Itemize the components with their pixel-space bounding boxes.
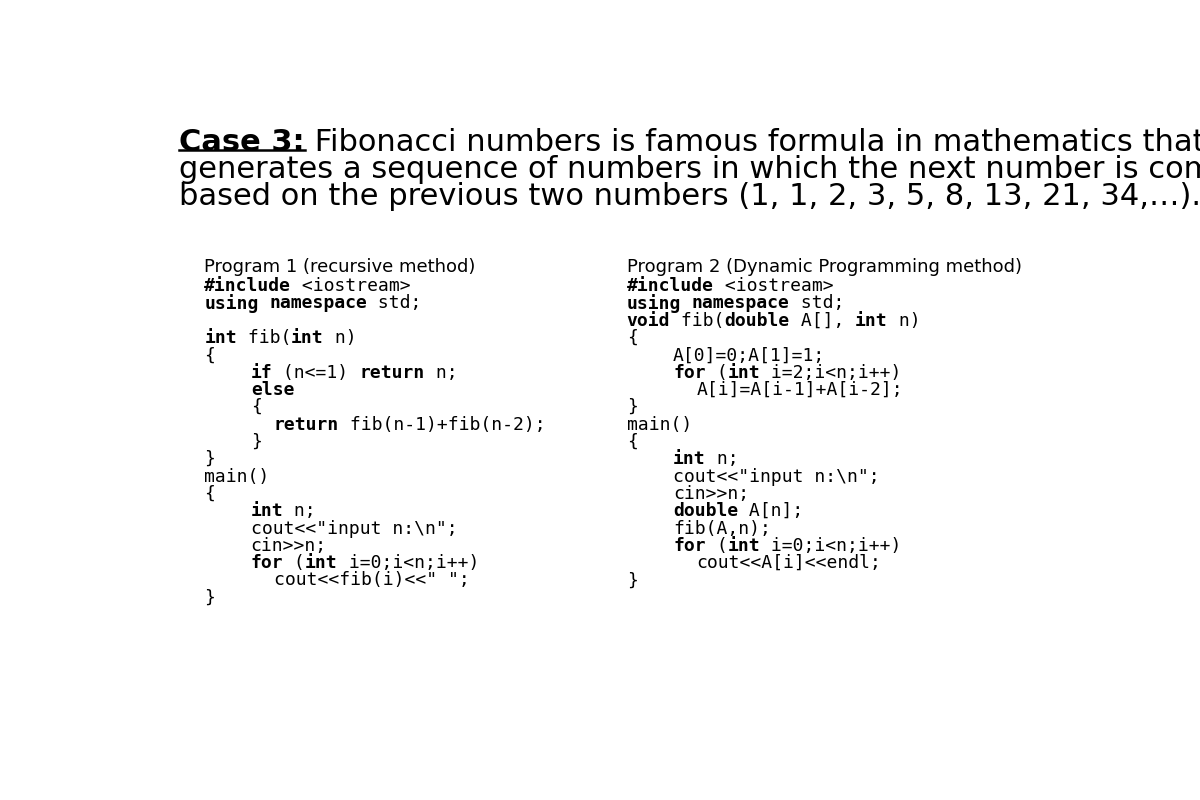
Text: for: for xyxy=(251,554,283,572)
Text: std;: std; xyxy=(790,294,844,312)
Text: int: int xyxy=(292,329,324,347)
Text: Program 1 (recursive method): Program 1 (recursive method) xyxy=(204,258,475,276)
Text: int: int xyxy=(856,312,888,330)
Text: {: { xyxy=(204,485,215,503)
Text: double: double xyxy=(673,502,738,520)
Text: cout<<"input n:\n";: cout<<"input n:\n"; xyxy=(251,519,457,538)
Text: (: ( xyxy=(283,554,305,572)
Text: (: ( xyxy=(706,363,727,382)
Text: A[],: A[], xyxy=(790,312,854,330)
Text: else: else xyxy=(251,381,294,399)
Text: based on the previous two numbers (1, 1, 2, 3, 5, 8, 13, 21, 34,…).: based on the previous two numbers (1, 1,… xyxy=(180,182,1200,211)
Text: {: { xyxy=(204,346,215,364)
Text: for: for xyxy=(673,537,706,555)
Text: namespace: namespace xyxy=(692,294,790,312)
Text: double: double xyxy=(725,312,790,330)
Text: return: return xyxy=(274,415,340,434)
Text: int: int xyxy=(673,450,706,468)
Text: using: using xyxy=(204,294,259,314)
Text: using: using xyxy=(626,294,682,314)
Text: void: void xyxy=(626,312,670,330)
Text: cin>>n;: cin>>n; xyxy=(251,537,326,555)
Text: <iostream>: <iostream> xyxy=(292,277,410,295)
Text: {: { xyxy=(626,329,637,347)
Text: Program 2 (Dynamic Programming method): Program 2 (Dynamic Programming method) xyxy=(626,258,1021,276)
Text: fib(n-1)+fib(n-2);: fib(n-1)+fib(n-2); xyxy=(340,415,546,434)
Text: int: int xyxy=(727,537,760,555)
Text: int: int xyxy=(251,502,283,520)
Text: }: } xyxy=(626,571,637,590)
Text: int: int xyxy=(305,554,337,572)
Text: }: } xyxy=(626,398,637,416)
Text: n;: n; xyxy=(425,363,457,382)
Text: fib(A,n);: fib(A,n); xyxy=(673,519,772,538)
Text: Fibonacci numbers is famous formula in mathematics that: Fibonacci numbers is famous formula in m… xyxy=(305,128,1200,158)
Text: int: int xyxy=(204,329,236,347)
Text: for: for xyxy=(673,363,706,382)
Text: n): n) xyxy=(324,329,356,347)
Text: int: int xyxy=(727,363,760,382)
Text: #include: #include xyxy=(204,277,292,295)
Text: if: if xyxy=(251,363,272,382)
Text: namespace: namespace xyxy=(270,294,367,312)
Text: generates a sequence of numbers in which the next number is computed: generates a sequence of numbers in which… xyxy=(180,155,1200,184)
Text: std;: std; xyxy=(367,294,421,312)
Text: i=0;i<n;i++): i=0;i<n;i++) xyxy=(760,537,901,555)
Text: }: } xyxy=(204,589,215,606)
Text: }: } xyxy=(251,433,262,451)
Text: A[0]=0;A[1]=1;: A[0]=0;A[1]=1; xyxy=(673,346,826,364)
Text: (n<=1): (n<=1) xyxy=(272,363,360,382)
Text: {: { xyxy=(626,433,637,451)
Text: main(): main() xyxy=(626,415,692,434)
Text: main(): main() xyxy=(204,467,270,486)
Text: {: { xyxy=(251,398,262,416)
Text: i=2;i<n;i++): i=2;i<n;i++) xyxy=(760,363,901,382)
Text: n;: n; xyxy=(283,502,316,520)
Text: A[n];: A[n]; xyxy=(738,502,804,520)
Text: A[i]=A[i-1]+A[i-2];: A[i]=A[i-1]+A[i-2]; xyxy=(696,381,904,399)
Text: cout<<A[i]<<endl;: cout<<A[i]<<endl; xyxy=(696,554,881,572)
Text: #include: #include xyxy=(626,277,714,295)
Text: }: } xyxy=(204,450,215,468)
Text: cout<<fib(i)<<" ";: cout<<fib(i)<<" "; xyxy=(274,571,469,590)
Text: fib(: fib( xyxy=(236,329,292,347)
Text: <iostream>: <iostream> xyxy=(714,277,833,295)
Text: cout<<"input n:\n";: cout<<"input n:\n"; xyxy=(673,467,880,486)
Text: return: return xyxy=(360,363,425,382)
Text: n;: n; xyxy=(706,450,738,468)
Text: fib(: fib( xyxy=(670,312,725,330)
Text: (: ( xyxy=(706,537,727,555)
Text: cin>>n;: cin>>n; xyxy=(673,485,749,503)
Text: n): n) xyxy=(888,312,920,330)
Text: Case 3:: Case 3: xyxy=(180,128,305,158)
Text: i=0;i<n;i++): i=0;i<n;i++) xyxy=(337,554,479,572)
